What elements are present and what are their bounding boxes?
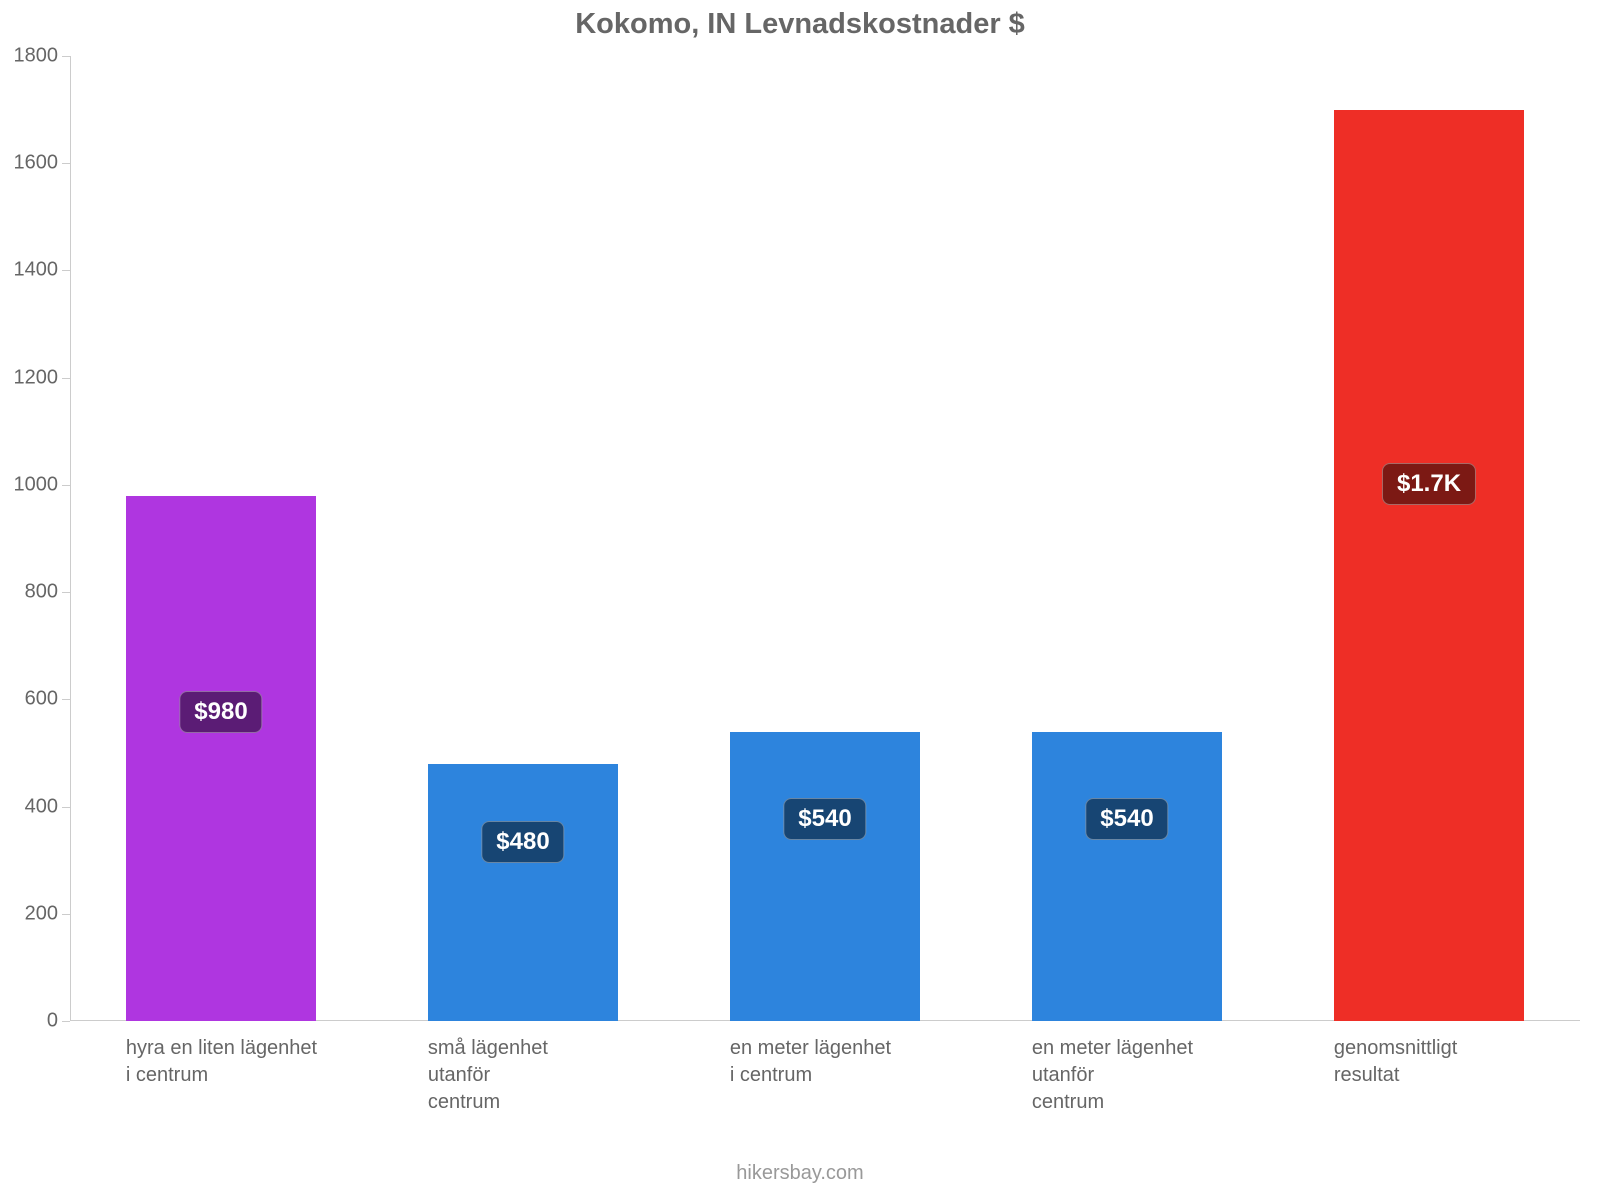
- bar: [1032, 732, 1222, 1022]
- x-category-label: genomsnittligtresultat: [1334, 1035, 1554, 1089]
- y-tick-label: 800: [25, 581, 58, 604]
- y-tick-label: 1600: [14, 152, 59, 175]
- chart-container: Kokomo, IN Levnadskostnader $ 0200400600…: [0, 0, 1600, 1200]
- y-axis-line: [70, 56, 71, 1021]
- y-tick-label: 1800: [14, 45, 59, 68]
- y-tick-mark: [62, 592, 70, 593]
- y-tick-label: 0: [47, 1010, 58, 1033]
- y-tick-mark: [62, 914, 70, 915]
- y-tick-mark: [62, 56, 70, 57]
- bar-value-label: $540: [783, 798, 866, 840]
- chart-footer: hikersbay.com: [0, 1162, 1600, 1185]
- plot-area: 020040060080010001200140016001800$980hyr…: [70, 56, 1580, 1021]
- bar: [126, 496, 316, 1021]
- y-tick-label: 1200: [14, 366, 59, 389]
- y-tick-label: 1000: [14, 473, 59, 496]
- x-category-label: små lägenhetutanförcentrum: [428, 1035, 648, 1116]
- chart-title: Kokomo, IN Levnadskostnader $: [0, 8, 1600, 41]
- x-category-label: en meter lägenheti centrum: [730, 1035, 950, 1089]
- x-category-label: hyra en liten lägenheti centrum: [126, 1035, 346, 1089]
- y-tick-label: 400: [25, 795, 58, 818]
- bar-value-label: $1.7K: [1382, 463, 1476, 505]
- y-tick-mark: [62, 485, 70, 486]
- bar: [428, 764, 618, 1021]
- x-category-label: en meter lägenhetutanförcentrum: [1032, 1035, 1252, 1116]
- y-tick-mark: [62, 378, 70, 379]
- y-tick-label: 200: [25, 902, 58, 925]
- bar-value-label: $480: [481, 821, 564, 863]
- y-tick-mark: [62, 699, 70, 700]
- y-tick-mark: [62, 807, 70, 808]
- y-tick-mark: [62, 163, 70, 164]
- y-tick-mark: [62, 1021, 70, 1022]
- y-tick-label: 600: [25, 688, 58, 711]
- y-tick-mark: [62, 270, 70, 271]
- y-tick-label: 1400: [14, 259, 59, 282]
- bar: [730, 732, 920, 1022]
- bar-value-label: $980: [179, 691, 262, 733]
- bar: [1334, 110, 1524, 1021]
- bar-value-label: $540: [1085, 798, 1168, 840]
